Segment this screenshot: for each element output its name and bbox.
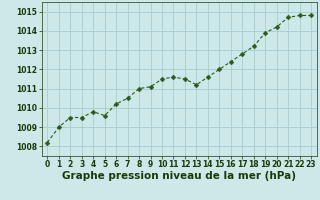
X-axis label: Graphe pression niveau de la mer (hPa): Graphe pression niveau de la mer (hPa) <box>62 171 296 181</box>
